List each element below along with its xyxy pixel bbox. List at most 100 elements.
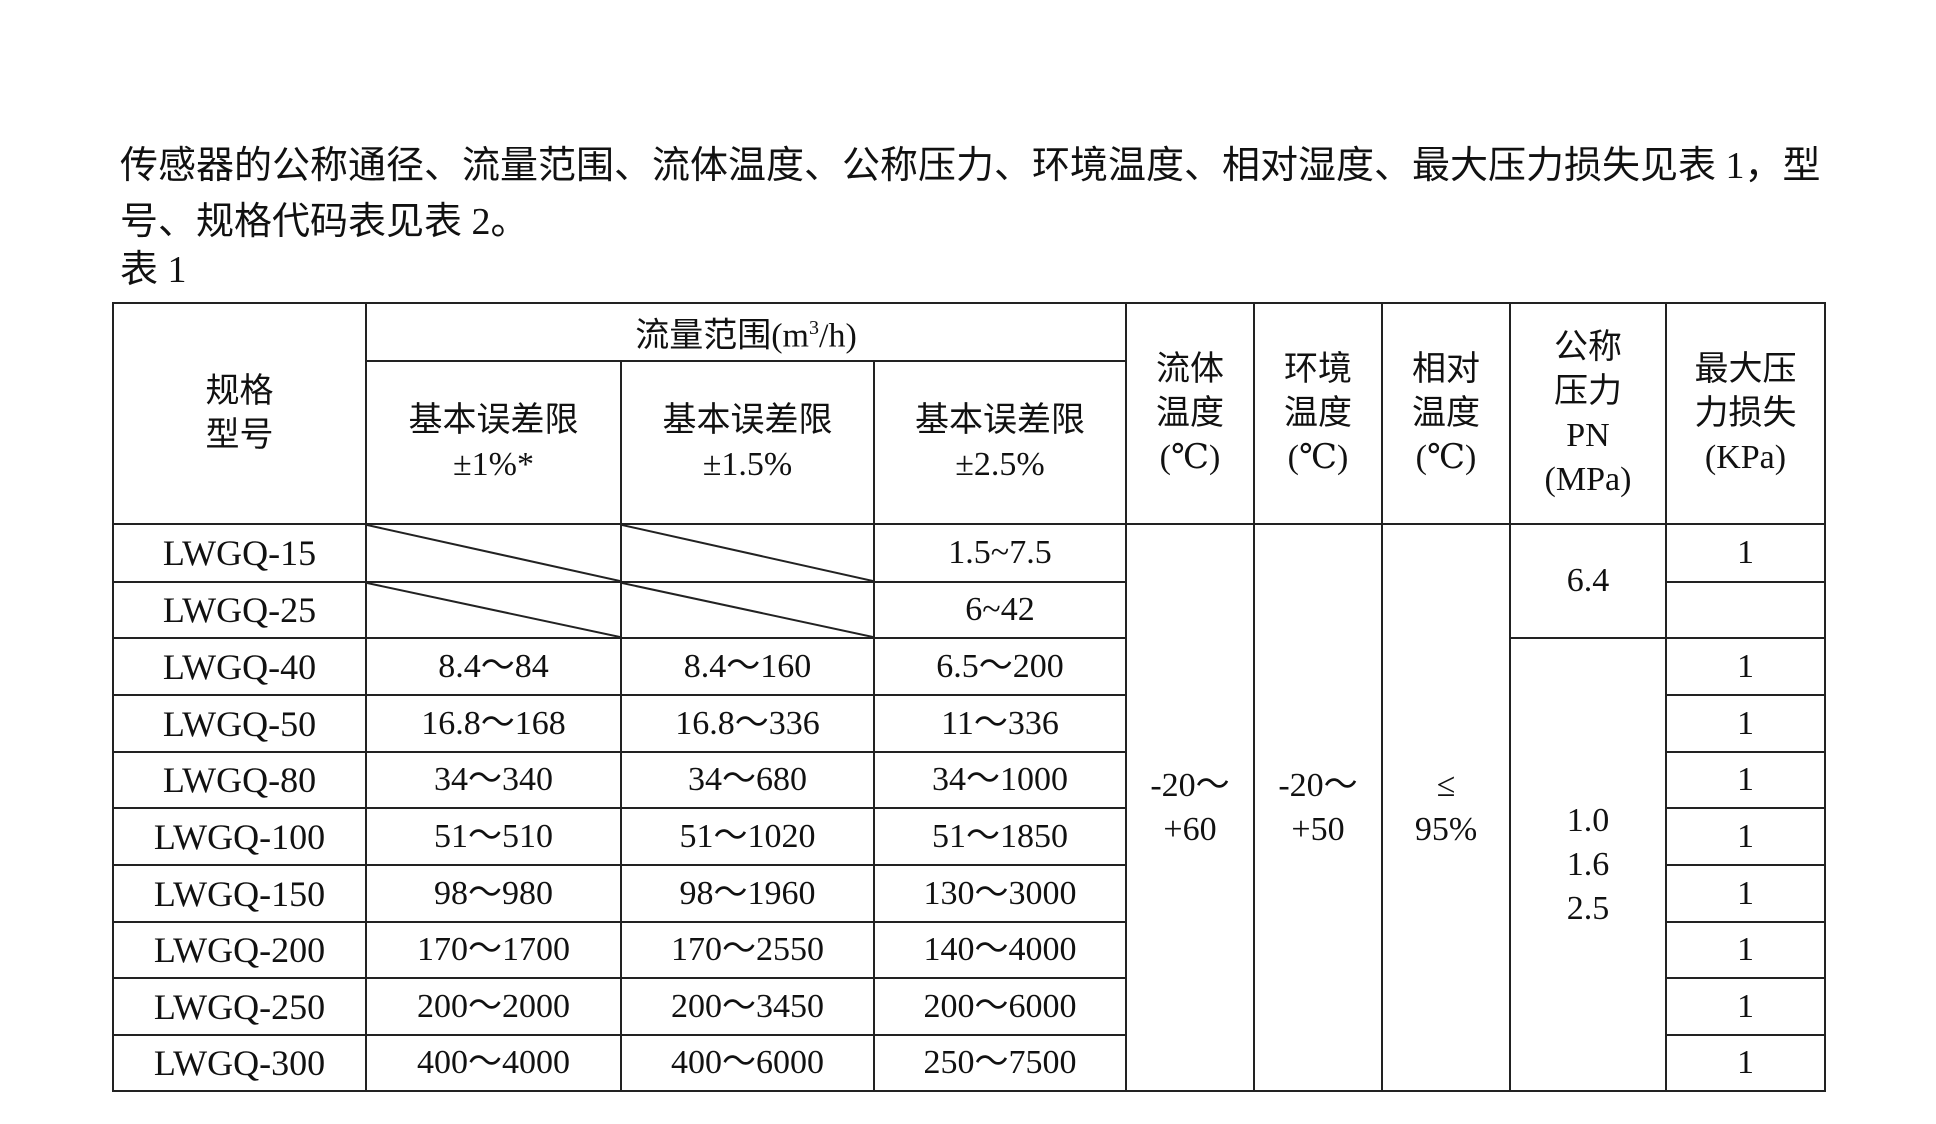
model-cell: LWGQ-40 — [112, 637, 367, 696]
table-row: LWGQ-200 170～1700 170～2550 140～4000 1 — [112, 921, 1826, 979]
header-humidity: 相对 温度 (℃) — [1381, 302, 1511, 525]
loss-cell: 1 — [1665, 1034, 1826, 1092]
flow-cell: 16.8～336 — [620, 694, 875, 753]
flow-cell: 11～336 — [873, 694, 1127, 753]
header-flow-range: 流量范围(m3/h) — [365, 302, 1127, 362]
flow-cell: 16.8～168 — [365, 694, 622, 753]
loss-cell: 1 — [1665, 977, 1826, 1036]
model-cell: LWGQ-200 — [112, 921, 367, 979]
header-err3: 基本误差限 ±2.5% — [873, 360, 1127, 525]
table-row: LWGQ-15 1.5~7.5 -20～ +60 -20～ +50 ≤95% 6.4 1 — [112, 523, 1826, 1092]
header-text: (KPa) — [1704, 438, 1787, 476]
table-row: LWGQ-100 51～510 51～1020 51～1850 1 — [112, 807, 1826, 866]
fluid-temp-cell-line: -20～ — [1150, 766, 1230, 804]
env-temp-cell-line: -20～ — [1278, 766, 1358, 804]
header-text: 公称 — [1554, 328, 1622, 366]
model-cell: LWGQ-50 — [112, 694, 367, 753]
header-text: 温度 — [1412, 394, 1480, 432]
header-err2: 基本误差限 ±1.5% — [620, 360, 875, 525]
flow-cell: 130～3000 — [873, 864, 1127, 923]
flow-cell: 400～6000 — [620, 1034, 875, 1092]
table-row: LWGQ-80 34～340 34～680 34～1000 1 — [112, 751, 1826, 809]
flow-cell: 51～1850 — [873, 807, 1127, 866]
loss-cell — [1665, 581, 1826, 639]
flow-cell: 1.5~7.5 — [873, 523, 1127, 583]
table-row: LWGQ-50 16.8～168 16.8～336 11～336 1 — [112, 694, 1826, 753]
spec-table: 规格 型号 流量范围(m3/h) 流体 温度 (℃) 环境 温度 (℃) 相对 温度 (℃)… — [112, 302, 1826, 1092]
header-text: 流量范围(m — [635, 317, 809, 355]
table-caption: 表 1 — [120, 249, 187, 291]
model-cell: LWGQ-150 — [112, 864, 367, 923]
header-text: ±2.5% — [955, 445, 1045, 483]
header-text: 最大压 — [1694, 350, 1797, 388]
header-text: 基本误差限 — [408, 401, 579, 439]
flow-cell: 250～7500 — [873, 1034, 1127, 1092]
header-text: 力损失 — [1694, 394, 1797, 432]
flow-cell: 170～2550 — [620, 921, 875, 979]
header-text: 型号 — [205, 416, 274, 454]
loss-cell: 1 — [1665, 523, 1826, 583]
model-cell: LWGQ-80 — [112, 751, 367, 809]
flow-cell: 34～680 — [620, 751, 875, 809]
header-text: (MPa) — [1544, 460, 1632, 498]
diagonal-empty-cell — [620, 523, 875, 583]
loss-cell: 1 — [1665, 694, 1826, 753]
flow-cell: 170～1700 — [365, 921, 622, 979]
diagonal-empty-cell — [365, 523, 622, 583]
loss-cell: 1 — [1665, 864, 1826, 923]
flow-cell: 51～510 — [365, 807, 622, 866]
header-text: PN — [1566, 416, 1610, 454]
model-cell: LWGQ-300 — [112, 1034, 367, 1092]
diagonal-line — [622, 583, 873, 637]
diagonal-empty-cell — [620, 581, 875, 639]
flow-cell: 200～3450 — [620, 977, 875, 1036]
header-text: (℃) — [1159, 438, 1221, 476]
fluid-temp-cell: -20～ +60 — [1125, 523, 1255, 1092]
header-err1: 基本误差限 ±1%* — [365, 360, 622, 525]
header-text: 规格 — [205, 372, 274, 410]
header-text: ±1.5% — [702, 445, 793, 483]
loss-cell: 1 — [1665, 637, 1826, 696]
table-row: LWGQ-25 6~42 — [112, 581, 1826, 639]
header-text: 温度 — [1284, 394, 1352, 432]
header-text: 流体 — [1156, 350, 1224, 388]
loss-cell: 1 — [1665, 921, 1826, 979]
flow-cell: 200～6000 — [873, 977, 1127, 1036]
humidity-cell-line: 95% — [1414, 810, 1478, 848]
header-text: 基本误差限 — [662, 401, 833, 439]
flow-cell: 140～4000 — [873, 921, 1127, 979]
header-text: 温度 — [1156, 394, 1224, 432]
header-fluid-temp: 流体温度 (℃) — [1125, 302, 1255, 525]
header-text: ±1%* — [453, 445, 534, 483]
header-text: (℃) — [1415, 438, 1477, 476]
header-text: 基本误差限 — [915, 401, 1085, 439]
humidity-cell: ≤95% — [1381, 523, 1511, 1092]
table-row: LWGQ-250 200～2000 200～3450 200～6000 1 — [112, 977, 1826, 1036]
flow-cell: 8.4～160 — [620, 637, 875, 696]
header-pressure: 公称 压力 PN (MPa) — [1509, 302, 1667, 525]
fluid-temp-cell-line: +60 — [1163, 810, 1217, 848]
header-loss: 最大压力损失 (KPa) — [1665, 302, 1826, 525]
flow-cell: 98～1960 — [620, 864, 875, 923]
table-row: LWGQ-40 8.4～84 8.4～160 6.5～200 1.0 1.6 2.5 1 — [112, 637, 1826, 1092]
table-row: LWGQ-300 400～4000 400～6000 250～7500 1 — [112, 1034, 1826, 1092]
header-sup: 3 — [809, 316, 819, 339]
flow-cell: 8.4～84 — [365, 637, 622, 696]
header-text: (℃) — [1287, 438, 1349, 476]
model-cell: LWGQ-15 — [112, 523, 367, 583]
flow-cell: 51～1020 — [620, 807, 875, 866]
diagonal-line — [622, 525, 873, 581]
diagonal-line — [367, 525, 620, 581]
header-text: /h) — [819, 317, 857, 355]
pressure-cell-line: 2.5 — [1566, 889, 1610, 927]
intro-paragraph: 传感器的公称通径、流量范围、流体温度、公称压力、环境温度、相对湿度、最大压力损失… — [120, 145, 1821, 243]
flow-cell: 400～4000 — [365, 1034, 622, 1092]
pressure-cell-line: 1.0 — [1566, 801, 1610, 839]
model-cell: LWGQ-100 — [112, 807, 367, 866]
env-temp-cell: -20～ +50 — [1253, 523, 1383, 1092]
env-temp-cell-line: +50 — [1291, 810, 1345, 848]
header-text: 环境 — [1284, 350, 1352, 388]
flow-cell: 6.5～200 — [873, 637, 1127, 696]
flow-cell: 34～340 — [365, 751, 622, 809]
header-env-temp: 环境温度 (℃) — [1253, 302, 1383, 525]
